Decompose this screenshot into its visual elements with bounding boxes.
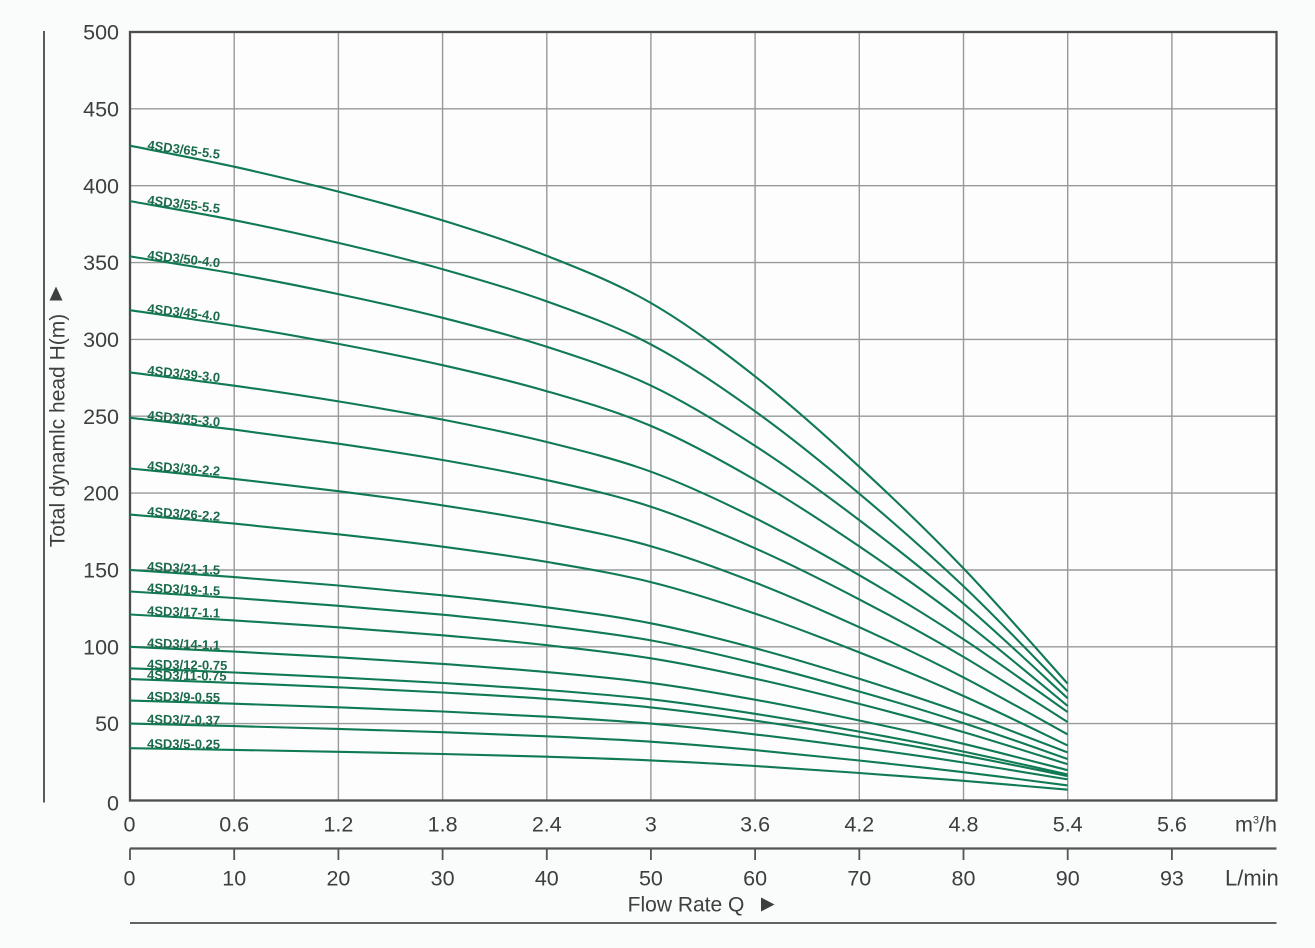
svg-text:0: 0 (107, 792, 119, 816)
svg-text:50: 50 (95, 712, 119, 736)
svg-text:400: 400 (83, 174, 119, 198)
svg-text:4SD3/5-0.25: 4SD3/5-0.25 (147, 736, 220, 752)
svg-text:4.2: 4.2 (844, 813, 874, 837)
svg-text:200: 200 (83, 482, 119, 506)
svg-text:10: 10 (222, 867, 246, 891)
svg-text:90: 90 (1056, 867, 1080, 891)
svg-text:4SD3/21-1.5: 4SD3/21-1.5 (147, 559, 221, 578)
svg-text:30: 30 (431, 867, 455, 891)
svg-text:350: 350 (83, 251, 119, 275)
svg-text:4SD3/30-2.2: 4SD3/30-2.2 (147, 458, 221, 479)
svg-text:4SD3/17-1.1: 4SD3/17-1.1 (147, 603, 220, 621)
svg-text:5.4: 5.4 (1053, 813, 1083, 837)
svg-text:250: 250 (83, 405, 119, 429)
svg-text:93: 93 (1160, 867, 1184, 891)
svg-text:450: 450 (83, 97, 119, 121)
svg-text:1.8: 1.8 (428, 813, 458, 837)
svg-text:5.6: 5.6 (1157, 813, 1187, 837)
svg-text:1.2: 1.2 (323, 813, 353, 837)
svg-text:50: 50 (639, 867, 663, 891)
svg-text:4SD3/19-1.5: 4SD3/19-1.5 (147, 580, 221, 598)
svg-text:300: 300 (83, 328, 119, 352)
svg-text:0: 0 (124, 813, 136, 837)
svg-text:500: 500 (83, 21, 119, 45)
svg-text:0: 0 (124, 867, 136, 891)
svg-text:80: 80 (952, 867, 976, 891)
svg-text:100: 100 (83, 635, 119, 659)
svg-text:0.6: 0.6 (219, 813, 249, 837)
svg-text:60: 60 (743, 867, 767, 891)
svg-text:L/min: L/min (1225, 866, 1279, 891)
svg-text:4SD3/26-2.2: 4SD3/26-2.2 (147, 504, 221, 524)
svg-text:3.6: 3.6 (740, 813, 770, 837)
svg-text:2.4: 2.4 (532, 813, 562, 837)
svg-text:4SD3/12-0.75: 4SD3/12-0.75 (147, 657, 227, 673)
svg-text:40: 40 (535, 867, 559, 891)
svg-text:Total dynamlc head H(m): Total dynamlc head H(m) (47, 314, 70, 547)
svg-text:4SD3/11-0.75: 4SD3/11-0.75 (147, 667, 227, 683)
svg-text:3: 3 (645, 813, 657, 837)
svg-text:4SD3/14-1.1: 4SD3/14-1.1 (147, 635, 220, 653)
svg-text:4.8: 4.8 (949, 813, 979, 837)
svg-text:150: 150 (83, 559, 119, 583)
svg-text:Flow Rate Q: Flow Rate Q (628, 894, 745, 917)
svg-text:20: 20 (326, 867, 350, 891)
svg-text:4SD3/35-3.0: 4SD3/35-3.0 (147, 408, 221, 430)
svg-text:70: 70 (847, 867, 871, 891)
svg-text:4SD3/9-0.55: 4SD3/9-0.55 (147, 689, 220, 705)
svg-text:4SD3/7-0.37: 4SD3/7-0.37 (147, 712, 220, 728)
